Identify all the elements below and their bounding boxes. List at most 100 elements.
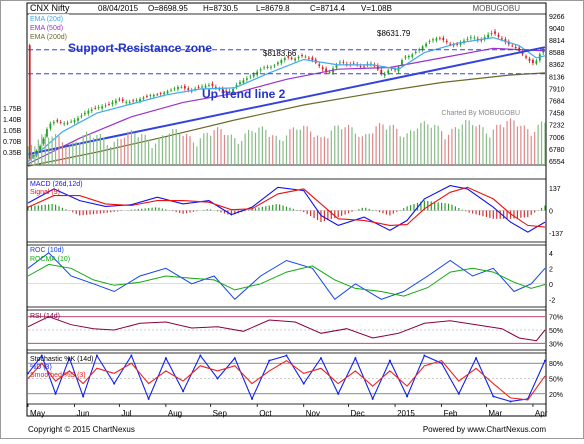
candle-body <box>494 31 496 33</box>
candle-body <box>515 47 517 48</box>
candle-body <box>81 115 83 116</box>
macd-histogram-bar <box>262 207 263 211</box>
copyright-text: Copyright © 2015 ChartNexus <box>28 425 135 434</box>
volume-bar <box>493 129 494 165</box>
candle-body <box>532 60 534 63</box>
stoch-k-point <box>217 378 219 380</box>
header-date: 08/04/2015 <box>98 4 139 13</box>
candle-body <box>39 146 41 150</box>
x-tick-label-7: Dec <box>351 409 365 418</box>
volume-bar <box>227 135 228 165</box>
macd-histogram-bar <box>482 211 483 217</box>
macd-histogram-bar <box>303 211 304 213</box>
candle-body <box>432 39 434 40</box>
volume-bar <box>413 131 414 165</box>
macd-tick-0: 137 <box>549 186 561 193</box>
volume-bar <box>303 126 304 165</box>
x-tick-label-4: Sep <box>213 409 228 418</box>
candle-body <box>29 45 31 159</box>
volume-bar <box>513 120 514 165</box>
candle-body <box>160 93 162 94</box>
volume-bar <box>407 133 408 165</box>
volume-bar <box>296 130 297 165</box>
candle-body <box>132 101 134 102</box>
volume-bar <box>431 128 432 165</box>
symbol-title: CNX Nifty <box>30 3 70 13</box>
volume-bar <box>58 136 59 165</box>
macd-histogram-bar <box>386 211 387 215</box>
candle-body <box>498 35 500 37</box>
macd-histogram-bar <box>258 208 259 211</box>
volume-bar <box>465 120 466 165</box>
volume-bar <box>162 135 163 165</box>
stoch-k-point <box>475 357 477 359</box>
candle-body <box>94 108 96 109</box>
candle-body <box>401 60 403 65</box>
stoch-k-point <box>286 355 288 357</box>
volume-bar <box>400 136 401 165</box>
volume-bar <box>331 131 332 165</box>
rsi-tick-1: 50% <box>549 328 563 335</box>
macd-histogram-bar <box>289 208 290 211</box>
volume-bar <box>376 126 377 165</box>
volume-bar <box>344 127 345 165</box>
candle-body <box>318 64 320 66</box>
macd-histogram-bar <box>517 211 518 219</box>
volume-bar <box>151 148 152 165</box>
support-resistance-label: Support-Resistance zone <box>68 41 212 55</box>
volume-bar <box>86 132 87 165</box>
stoch-k-point <box>492 395 494 397</box>
volume-bar <box>193 142 194 165</box>
candle-body <box>473 38 475 39</box>
candle-body <box>329 72 331 73</box>
volume-bar <box>313 137 314 165</box>
volume-bar <box>41 134 42 165</box>
macd-histogram-bar <box>462 210 463 211</box>
candle-body <box>456 44 458 45</box>
candle-body <box>146 96 148 97</box>
price-tick-7: 7684 <box>549 99 565 106</box>
volume-bar <box>169 134 170 165</box>
price-tick-5: 8136 <box>549 74 565 81</box>
volume-tick-0: 1.75B <box>3 106 22 113</box>
candle-body <box>246 78 248 79</box>
macd-histogram-bar <box>62 208 63 211</box>
candle-body <box>446 41 448 42</box>
candle-body <box>177 87 179 89</box>
volume-bar <box>538 125 539 165</box>
volume-bar <box>62 142 63 165</box>
macd-histogram-bar <box>155 207 156 210</box>
candle-body <box>280 60 282 63</box>
volume-bar <box>138 137 139 165</box>
candle-body <box>108 104 110 105</box>
candle-body <box>156 94 158 95</box>
volume-bar <box>324 137 325 165</box>
volume-bar <box>72 142 73 165</box>
macd-histogram-bar <box>100 211 101 214</box>
header-high: H=8730.5 <box>203 4 238 13</box>
macd-histogram-bar <box>248 210 249 211</box>
macd-histogram-bar <box>403 208 404 210</box>
legend-ema-2: EMA (200d) <box>30 34 67 41</box>
candle-body <box>153 95 155 97</box>
x-tick-label-1: Jun <box>77 409 90 418</box>
candle-body <box>98 107 100 108</box>
volume-bar <box>327 138 328 165</box>
volume-bar <box>362 136 363 165</box>
candle-body <box>67 123 69 124</box>
volume-bar <box>65 147 66 165</box>
volume-bar <box>441 131 442 165</box>
price-tick-10: 7006 <box>549 135 565 142</box>
stoch-k-point <box>406 395 408 397</box>
volume-bar <box>34 146 35 165</box>
volume-bar <box>438 126 439 165</box>
price-tick-8: 7458 <box>549 111 565 118</box>
macd-histogram-bar <box>382 211 383 214</box>
macd-histogram-bar <box>379 211 380 213</box>
volume-bar <box>262 126 263 165</box>
macd-histogram-bar <box>296 210 297 211</box>
volume-bar <box>382 125 383 165</box>
macd-histogram-bar <box>117 211 118 212</box>
stoch-smoothed-legend: Smoothed %D (3) <box>30 372 86 379</box>
